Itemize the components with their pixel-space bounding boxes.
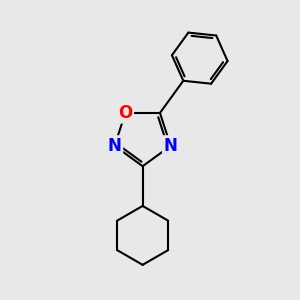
Text: N: N	[164, 137, 178, 155]
Text: O: O	[118, 104, 133, 122]
Text: N: N	[108, 137, 122, 155]
